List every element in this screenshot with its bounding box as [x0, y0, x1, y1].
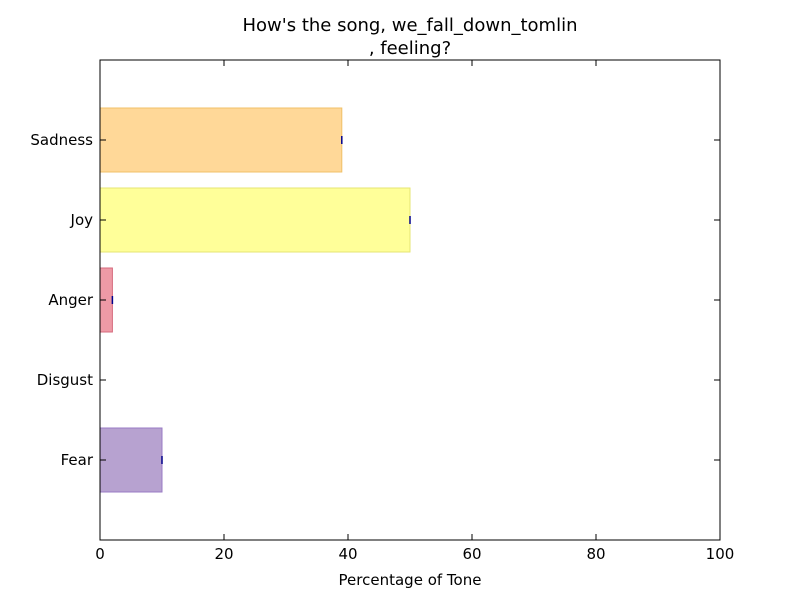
x-tick-label-20: 20 [214, 545, 233, 563]
y-tick-label-fear: Fear [61, 451, 94, 469]
x-tick-label-100: 100 [706, 545, 735, 563]
y-tick-label-joy: Joy [70, 211, 94, 229]
x-axis-label: Percentage of Tone [339, 571, 482, 589]
ticks-layer: Fear Disgust Anger Joy Sadness 0 20 40 60 80 100 [30, 60, 734, 563]
y-tick-label-anger: Anger [48, 291, 94, 309]
x-tick-label-60: 60 [462, 545, 481, 563]
x-tick-label-40: 40 [338, 545, 357, 563]
bar-fear [99, 427, 163, 493]
chart-title-line-2: , feeling? [369, 38, 451, 59]
y-tick-label-sadness: Sadness [30, 131, 93, 149]
x-tick-label-80: 80 [586, 545, 605, 563]
y-tick-label-disgust: Disgust [37, 371, 93, 389]
x-tick-label-0: 0 [95, 545, 105, 563]
chart-title-line-1: How's the song, we_fall_down_tomlin [243, 15, 578, 36]
bar-sadness [99, 107, 343, 173]
bars-layer [99, 107, 411, 493]
bar-joy [99, 187, 411, 253]
